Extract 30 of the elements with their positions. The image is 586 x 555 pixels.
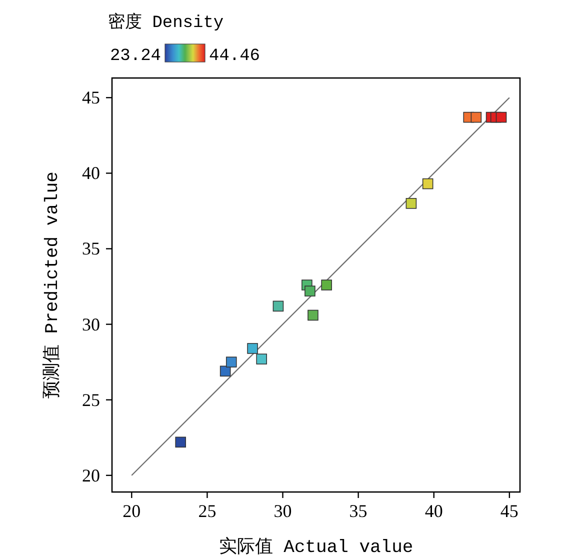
point <box>308 310 318 321</box>
x-tick-label: 25 <box>198 501 216 521</box>
clabel: 密度 Density <box>108 14 224 33</box>
x-tick-label: 40 <box>424 501 443 521</box>
x-tick-label: 30 <box>274 501 292 521</box>
y-tick-label: 45 <box>82 88 100 108</box>
y-tick-label: 20 <box>82 465 100 486</box>
point <box>422 178 434 190</box>
point <box>321 280 332 290</box>
y-tick-label: 30 <box>82 314 100 334</box>
point <box>175 436 186 448</box>
point <box>247 343 258 354</box>
point <box>256 354 267 364</box>
y-axis-title: 预测值 Predicted value <box>42 172 63 398</box>
point <box>496 112 507 123</box>
y-tick-label: 35 <box>82 238 100 259</box>
x-tick-label: 20 <box>122 501 141 521</box>
point <box>470 112 482 123</box>
y-tick-label: 40 <box>82 163 100 184</box>
x-axis-title: 实际值 Actual value <box>218 536 414 555</box>
text: 44.46 <box>209 47 260 66</box>
point <box>272 300 284 312</box>
y-tick-label: 25 <box>82 390 100 410</box>
point <box>220 366 231 377</box>
point <box>406 198 417 209</box>
text: 23.24 <box>110 47 161 66</box>
point <box>304 286 316 296</box>
x-tick-label: 45 <box>500 501 518 521</box>
x-tick-label: 35 <box>349 501 368 521</box>
point <box>226 356 237 368</box>
